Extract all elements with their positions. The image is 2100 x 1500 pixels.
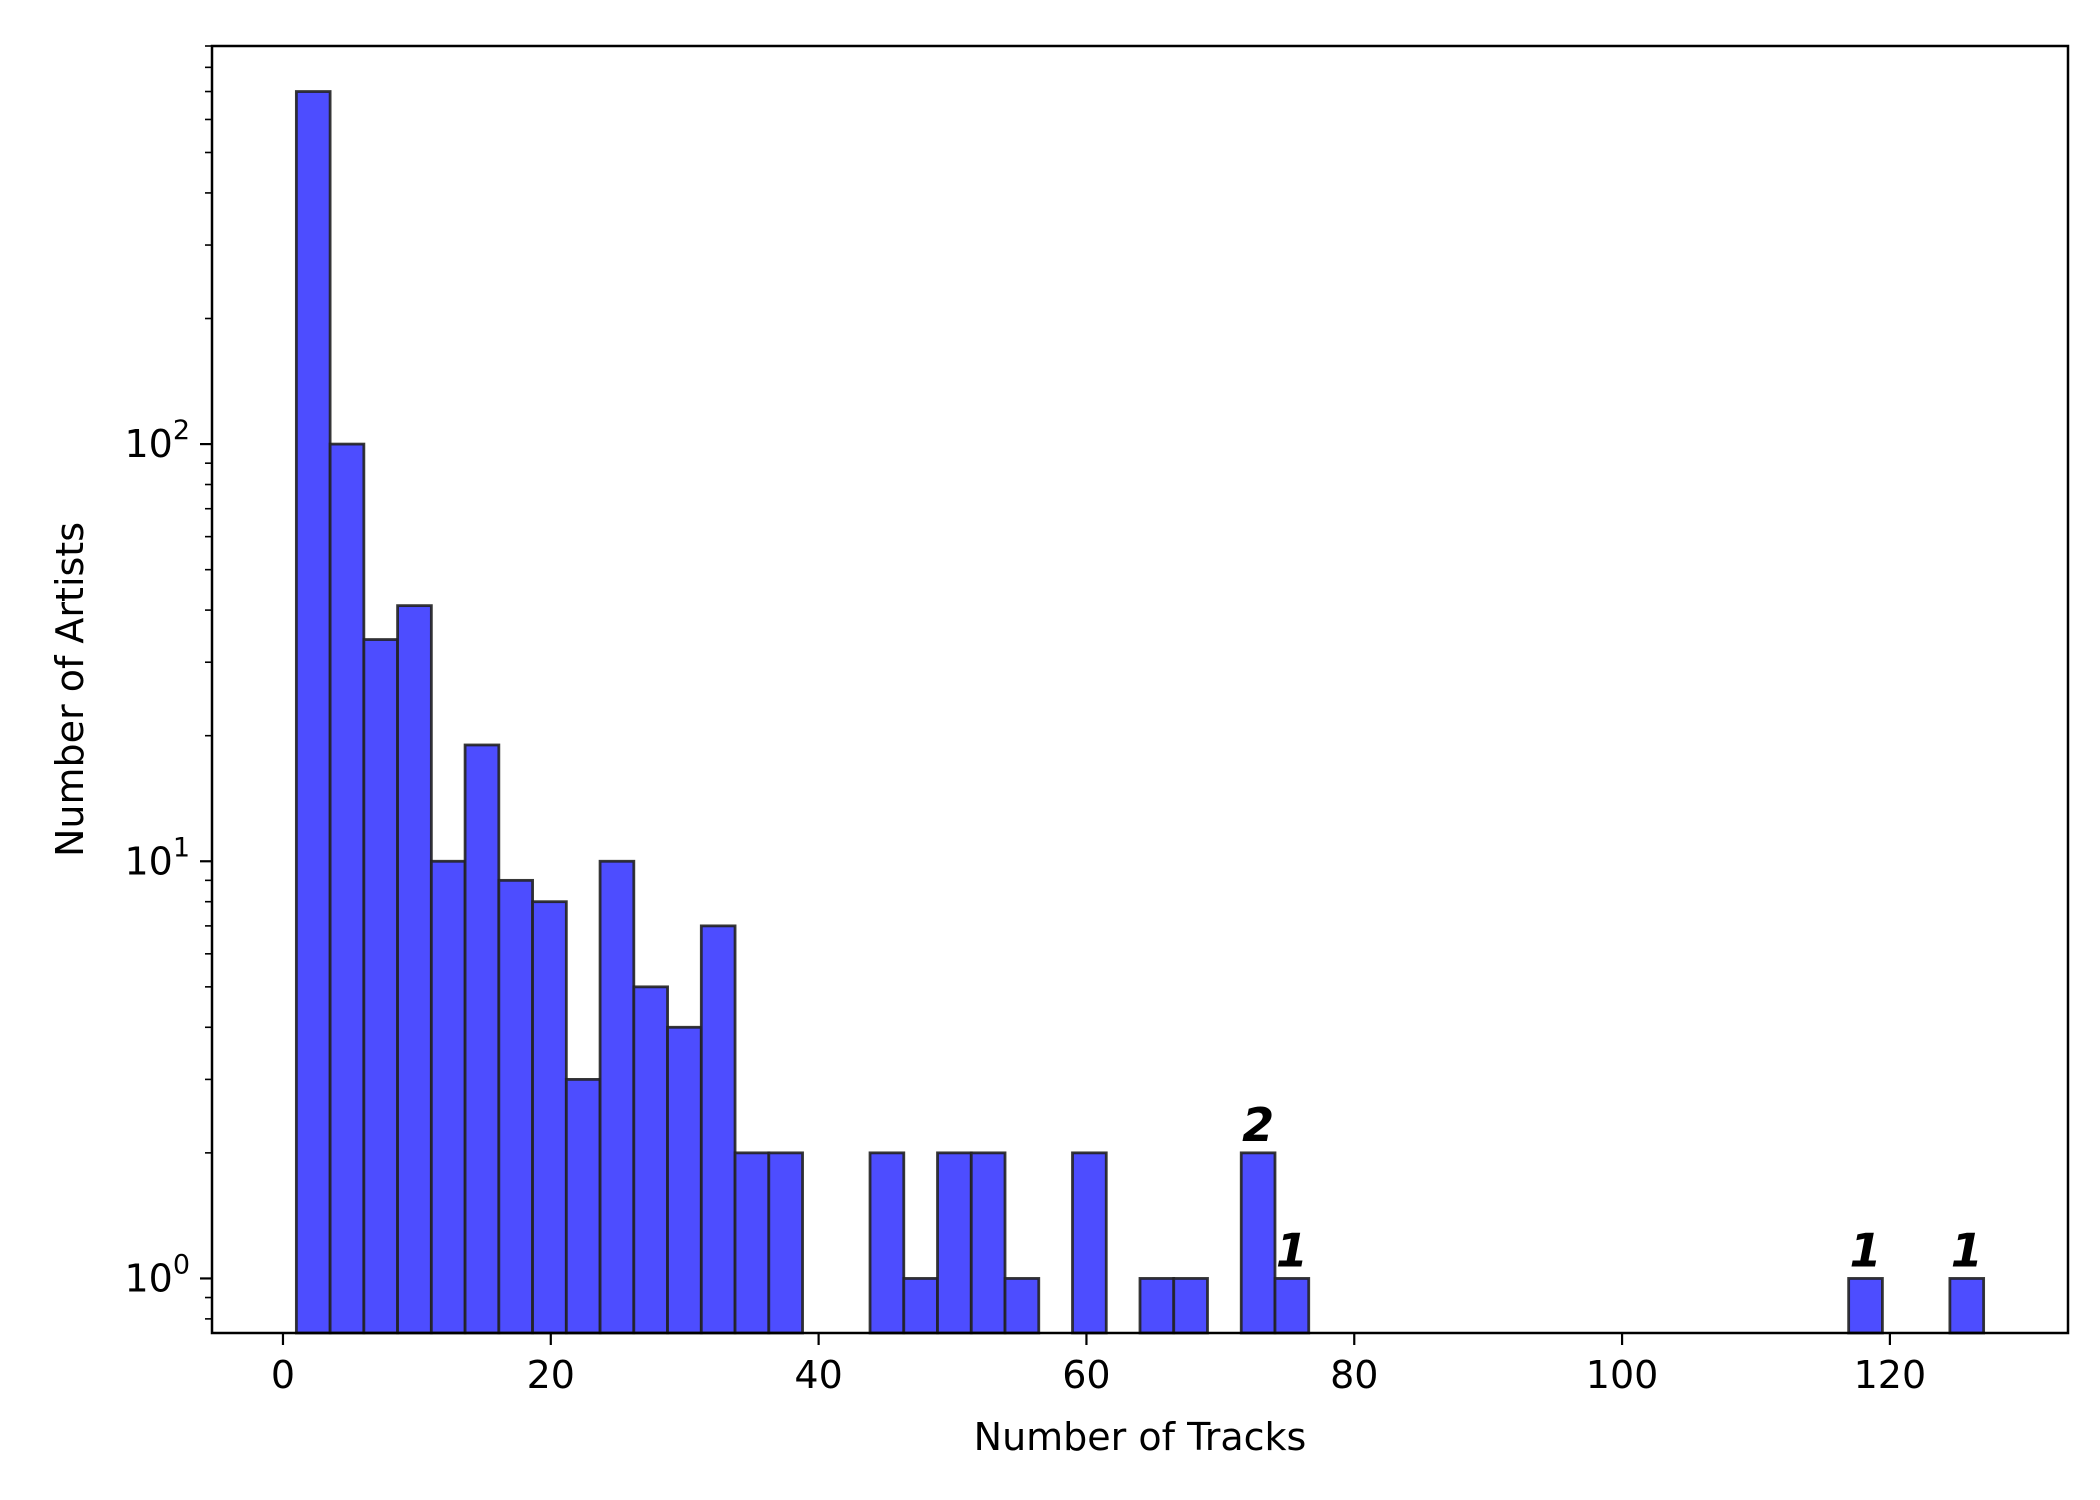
histogram-bar-7	[497, 878, 534, 1335]
histogram-bar-13	[699, 924, 737, 1335]
bar-count-annotation-4: 1	[1951, 1223, 1983, 1277]
y-tick-exponent: 2	[173, 415, 190, 446]
bar-count-annotation-1: 2	[1242, 1098, 1274, 1152]
y-tick-exponent: 1	[173, 832, 190, 863]
histogram-bar-27	[1948, 1277, 1986, 1335]
histogram-bar-20	[1003, 1277, 1041, 1335]
x-tick-label: 100	[1586, 1353, 1659, 1397]
x-axis-label: Number of Tracks	[974, 1415, 1307, 1459]
histogram-bar-23	[1172, 1277, 1209, 1335]
plot-frame	[210, 44, 2070, 1335]
histogram-bar-14	[733, 1151, 771, 1335]
histogram-bar-16	[868, 1151, 906, 1335]
histogram-bar-1	[294, 90, 332, 1335]
histogram-bar-22	[1138, 1277, 1176, 1335]
histogram-bar-12	[666, 1025, 703, 1335]
y-axis-label: Number of Artists	[48, 522, 92, 857]
x-tick-label: 80	[1330, 1353, 1378, 1397]
histogram-bar-11	[632, 985, 669, 1335]
x-tick-label: 0	[271, 1353, 295, 1397]
histogram-bar-25	[1273, 1277, 1311, 1335]
histogram-bar-17	[902, 1277, 939, 1335]
annotations-layer: 2 1 1 1	[1242, 1098, 1983, 1278]
histogram-bar-19	[969, 1151, 1007, 1335]
y-tick-label: 100	[124, 1249, 190, 1300]
histogram-bar-10	[598, 859, 636, 1335]
bar-count-annotation-3: 1	[1850, 1223, 1882, 1277]
histogram-bar-2	[328, 442, 366, 1335]
x-tick-label: 20	[527, 1353, 575, 1397]
y-tick-base: 10	[124, 839, 172, 883]
histogram-bar-6	[463, 743, 501, 1335]
histogram-bar-15	[767, 1151, 804, 1335]
x-tick-label: 60	[1062, 1353, 1110, 1397]
histogram-bar-21	[1071, 1151, 1108, 1335]
histogram-bar-24	[1239, 1151, 1277, 1335]
histogram-bar-18	[936, 1151, 973, 1335]
y-tick-base: 10	[124, 1256, 172, 1300]
histogram-bar-8	[531, 900, 568, 1335]
histogram-bar-26	[1847, 1277, 1884, 1335]
histogram-bar-5	[429, 859, 467, 1335]
y-tick-exponent: 0	[173, 1249, 190, 1280]
histogram-bar-9	[564, 1078, 602, 1335]
histogram-bar-3	[362, 638, 400, 1335]
x-tick-label: 40	[794, 1353, 842, 1397]
x-tick-label: 120	[1854, 1353, 1927, 1397]
y-tick-label: 102	[124, 415, 190, 466]
y-tick-base: 10	[124, 422, 172, 466]
bars-layer	[294, 90, 1986, 1335]
y-tick-label: 101	[124, 832, 190, 883]
bar-count-annotation-2: 1	[1276, 1223, 1308, 1277]
histogram-bar-4	[396, 604, 433, 1335]
